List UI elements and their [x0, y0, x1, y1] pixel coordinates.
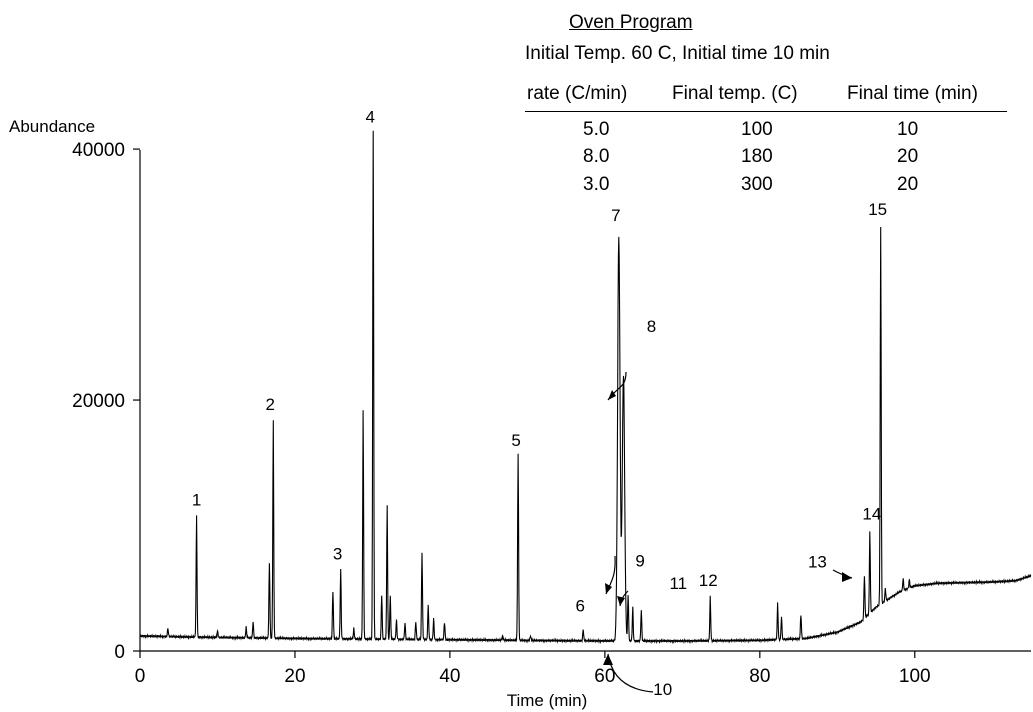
x-tick-label: 100: [899, 666, 931, 687]
peak-label-12: 12: [699, 571, 718, 590]
peak-label-5: 5: [511, 431, 520, 450]
peak-label-6: 6: [575, 597, 584, 616]
peak-label-7: 7: [611, 206, 620, 225]
oven-header-rate: rate (C/min): [527, 83, 628, 104]
x-axis-label: Time (min): [507, 691, 588, 710]
peak-8-arrow-head: [608, 390, 616, 400]
chromatogram-line: [139, 130, 1032, 645]
oven-header-final-time: Final time (min): [847, 83, 978, 104]
oven-row-3-time: 20: [897, 174, 919, 195]
peak-label-4: 4: [365, 107, 374, 126]
y-tick-label: 0: [114, 642, 125, 663]
x-tick-label: 40: [439, 666, 460, 687]
oven-header-rule: [525, 111, 1007, 112]
oven-row-3-rate: 3.0: [583, 174, 610, 195]
peak-9-arrow-head: [605, 583, 612, 594]
oven-program-title: Oven Program: [569, 12, 693, 33]
x-tick-label: 20: [284, 666, 305, 687]
oven-row-1-rate: 5.0: [583, 119, 610, 140]
y-tick-label: 40000: [72, 140, 125, 161]
x-tick-label: 60: [594, 666, 615, 687]
peak-10-arrow-head: [603, 654, 613, 665]
axes: 0 20 40 60 80 100 0 20000 40000 Abundance Time (mi…: [9, 117, 1031, 710]
oven-row-2-time: 20: [897, 146, 919, 167]
peak-label-2: 2: [266, 395, 275, 414]
oven-row-2-temp: 180: [741, 146, 773, 167]
oven-row-2-rate: 8.0: [583, 146, 610, 167]
peak-label-10: 10: [653, 680, 672, 699]
oven-row-1-temp: 100: [741, 119, 773, 140]
peak-label-1: 1: [192, 490, 201, 509]
oven-program-initial: Initial Temp. 60 C, Initial time 10 min: [525, 43, 830, 64]
peak-13-arrow-head: [842, 572, 852, 582]
y-tick-label: 20000: [72, 391, 125, 412]
x-tick-label: 0: [135, 666, 146, 687]
y-axis-label: Abundance: [9, 117, 95, 136]
oven-row-3-temp: 300: [741, 174, 773, 195]
peak-label-8: 8: [647, 317, 656, 336]
peak-label-11: 11: [669, 574, 687, 593]
peak-label-9: 9: [635, 552, 644, 571]
chromatogram-trace: [139, 130, 1032, 645]
oven-row-1-time: 10: [897, 119, 919, 140]
peak-label-13: 13: [808, 553, 827, 572]
peak-label-14: 14: [862, 505, 881, 524]
peak-label-3: 3: [333, 544, 342, 563]
peak-label-15: 15: [868, 200, 887, 219]
x-tick-label: 80: [749, 666, 770, 687]
oven-header-final-temp: Final temp. (C): [672, 83, 798, 104]
peak-11-arrow-head: [617, 596, 625, 606]
